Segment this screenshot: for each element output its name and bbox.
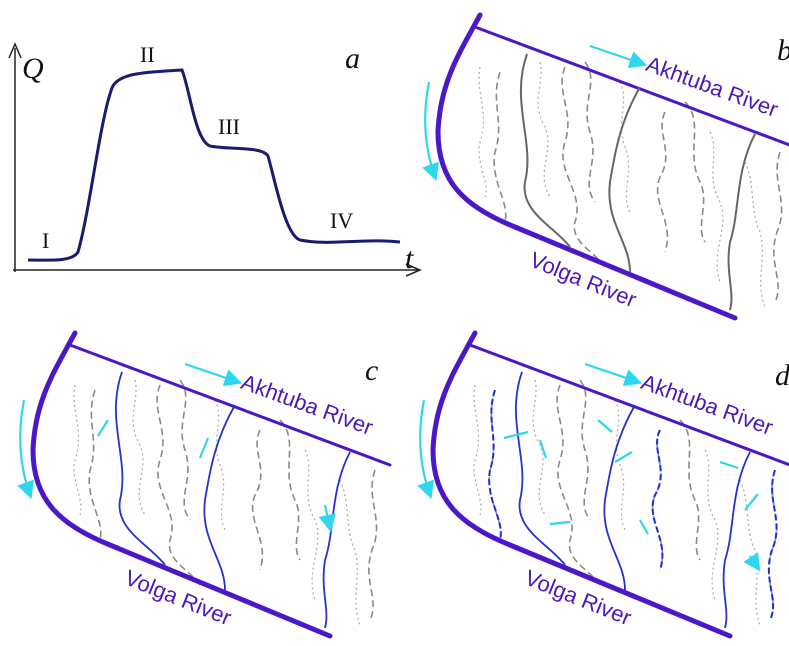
panel-label: c	[365, 354, 378, 387]
phase-label: II	[140, 42, 155, 67]
panel-label: a	[345, 42, 360, 75]
phase-label: I	[42, 228, 49, 253]
panel-label: d	[775, 359, 789, 392]
river-label: Akhtuba River	[638, 369, 776, 440]
panel-b: b Akhtuba River Volga River	[425, 15, 789, 318]
panel-c: c Akhtuba River Volga River	[20, 333, 390, 636]
shape-group	[20, 333, 390, 636]
shape-group	[420, 333, 789, 636]
panel-label: b	[777, 34, 789, 67]
flow-arrow	[98, 420, 330, 528]
panel-a: Q t a I II III IV	[9, 42, 420, 276]
panel-d: d Akhtuba River Volga River	[420, 333, 789, 636]
x-axis-label: t	[405, 242, 414, 275]
figure: Q t a I II III IV b Akhtuba River Volga …	[0, 0, 789, 646]
phase-label: IV	[330, 208, 353, 233]
flow-arrow	[504, 420, 758, 568]
shape-group	[425, 15, 789, 318]
shape	[489, 390, 501, 540]
river-label: Akhtuba River	[643, 51, 781, 122]
y-axis-label: Q	[22, 52, 44, 85]
river-label: Akhtuba River	[238, 369, 376, 440]
phase-label: III	[218, 114, 240, 139]
shape	[769, 470, 777, 620]
